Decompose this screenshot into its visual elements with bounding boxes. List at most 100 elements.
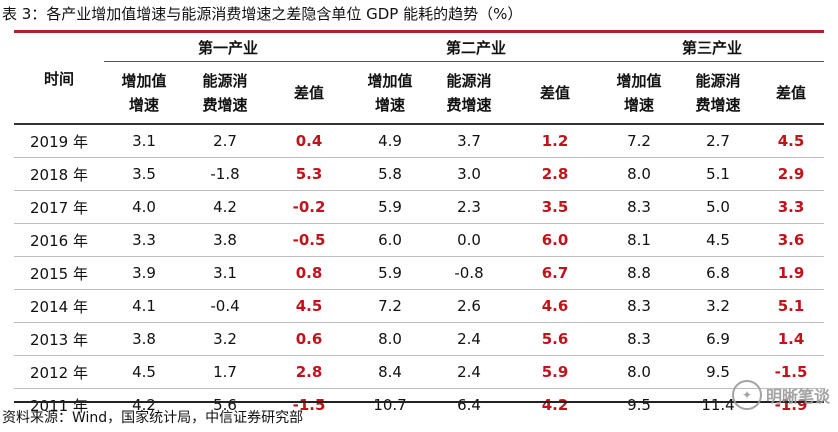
value-cell: 4.0 bbox=[104, 190, 184, 224]
subheader-line: 增加值 bbox=[367, 71, 413, 90]
diff-cell: 6.7 bbox=[510, 256, 601, 290]
diff-cell: 1.9 bbox=[758, 256, 825, 290]
table-row: 2015 年 3.9 3.1 0.8 5.9 -0.8 6.7 8.8 6.8 1.9 bbox=[14, 256, 825, 290]
year-cell: 2013 年 bbox=[14, 322, 104, 356]
value-cell: 4.1 bbox=[104, 289, 184, 323]
table-row: 2019 年 3.1 2.7 0.4 4.9 3.7 1.2 7.2 2.7 4.5 bbox=[14, 124, 825, 158]
value-cell: 5.9 bbox=[352, 256, 429, 290]
subheader-line: 差值 bbox=[540, 83, 571, 102]
value-cell: 8.3 bbox=[600, 322, 679, 356]
table-title: 表 3：各产业增加值增速与能源消费增速之差隐含单位 GDP 能耗的趋势（%） bbox=[2, 5, 523, 23]
value-cell: 3.8 bbox=[104, 322, 184, 356]
diff-cell: 3.6 bbox=[758, 223, 825, 257]
diff-cell: -0.5 bbox=[266, 223, 353, 257]
subheader-line: 费增速 bbox=[202, 95, 248, 114]
value-cell: 4.5 bbox=[104, 355, 184, 389]
subheader-3: 增加值 增速 bbox=[352, 61, 429, 125]
subheader-line: 增速 bbox=[624, 95, 655, 114]
year-cell: 2015 年 bbox=[14, 256, 104, 290]
value-cell: 4.9 bbox=[352, 124, 429, 158]
value-cell: 6.0 bbox=[352, 223, 429, 257]
value-cell: 5.9 bbox=[352, 190, 429, 224]
value-cell: 5.1 bbox=[678, 157, 759, 191]
year-cell: 2016 年 bbox=[14, 223, 104, 257]
watermark: ✦ 明晰笔谈 bbox=[731, 380, 830, 410]
subheader-line: 费增速 bbox=[446, 95, 492, 114]
table-row: 2016 年 3.3 3.8 -0.5 6.0 0.0 6.0 8.1 4.5 3.6 bbox=[14, 223, 825, 257]
diff-cell: 0.6 bbox=[266, 322, 353, 356]
value-cell: 2.3 bbox=[428, 190, 511, 224]
value-cell: 9.5 bbox=[627, 396, 651, 414]
wechat-icon: ✦ bbox=[731, 380, 762, 410]
subheader-5: 差值 bbox=[510, 61, 601, 125]
diff-cell: 0.4 bbox=[266, 124, 353, 158]
value-cell: 6.4 bbox=[457, 396, 481, 414]
diff-cell: -1.9 bbox=[774, 396, 808, 414]
value-cell: 8.3 bbox=[600, 190, 679, 224]
subheader-line: 增加值 bbox=[121, 71, 167, 90]
diff-cell: 5.6 bbox=[510, 322, 601, 356]
value-cell: 5.6 bbox=[213, 396, 237, 414]
diff-cell: 0.8 bbox=[266, 256, 353, 290]
subheader-0: 增加值 增速 bbox=[104, 61, 184, 125]
subheader-6: 增加值 增速 bbox=[600, 61, 679, 125]
group-header-primary: 第一产业 bbox=[104, 33, 353, 62]
value-cell: 8.0 bbox=[352, 322, 429, 356]
diff-cell: 3.3 bbox=[758, 190, 825, 224]
value-cell: -0.8 bbox=[428, 256, 511, 290]
top-rule bbox=[14, 30, 824, 33]
group-header-tertiary: 第三产业 bbox=[600, 33, 825, 62]
value-cell: 4.2 bbox=[132, 396, 156, 414]
diff-cell: 1.2 bbox=[510, 124, 601, 158]
value-cell: 2.4 bbox=[428, 355, 511, 389]
source-note: 资料来源：Wind，国家统计局，中信证券研究部 bbox=[2, 410, 304, 426]
subheader-2: 差值 bbox=[266, 61, 353, 125]
year-cell: 2018 年 bbox=[14, 157, 104, 191]
subheader-line: 能源消 bbox=[446, 71, 492, 90]
value-cell: 3.1 bbox=[184, 256, 266, 290]
value-cell: -0.4 bbox=[184, 289, 266, 323]
diff-cell: -0.2 bbox=[266, 190, 353, 224]
value-cell: -1.8 bbox=[184, 157, 266, 191]
value-cell: 11.4 bbox=[701, 396, 735, 414]
value-cell: 3.9 bbox=[104, 256, 184, 290]
subheader-4: 能源消 费增速 bbox=[428, 61, 511, 125]
year-cell: 2012 年 bbox=[14, 355, 104, 389]
value-cell: 2.6 bbox=[428, 289, 511, 323]
value-cell: 5.8 bbox=[352, 157, 429, 191]
value-cell: 7.2 bbox=[600, 124, 679, 158]
value-cell: 8.8 bbox=[600, 256, 679, 290]
value-cell: 5.0 bbox=[678, 190, 759, 224]
value-cell: 8.3 bbox=[600, 289, 679, 323]
diff-cell: 1.4 bbox=[758, 322, 825, 356]
value-cell: 8.0 bbox=[600, 157, 679, 191]
table-row: 2014 年 4.1 -0.4 4.5 7.2 2.6 4.6 8.3 3.2 5.1 bbox=[14, 289, 825, 323]
diff-cell: 5.9 bbox=[510, 355, 601, 389]
year-cell: 2017 年 bbox=[14, 190, 104, 224]
value-cell: 3.2 bbox=[184, 322, 266, 356]
diff-cell: -1.5 bbox=[758, 355, 825, 389]
subheader-line: 增速 bbox=[375, 95, 406, 114]
value-cell: 3.5 bbox=[104, 157, 184, 191]
value-cell: 4.2 bbox=[184, 190, 266, 224]
data-table: 时间 第一产业 第二产业 第三产业 增加值 增速 能源消 费增速 差值 增加值 增速 能源消费… bbox=[14, 33, 825, 421]
group-header-secondary: 第二产业 bbox=[352, 33, 601, 62]
value-cell: 0.0 bbox=[428, 223, 511, 257]
subheader-line: 能源消 bbox=[202, 71, 248, 90]
value-cell: 8.4 bbox=[352, 355, 429, 389]
diff-cell: -1.5 bbox=[292, 396, 326, 414]
subheader-line: 增加值 bbox=[616, 71, 662, 90]
diff-cell: 4.5 bbox=[266, 289, 353, 323]
table-row: 2013 年 3.8 3.2 0.6 8.0 2.4 5.6 8.3 6.9 1.4 bbox=[14, 322, 825, 356]
bottom-rule bbox=[14, 401, 824, 403]
diff-cell: 3.5 bbox=[510, 190, 601, 224]
value-cell: 8.1 bbox=[600, 223, 679, 257]
watermark-text: 明晰笔谈 bbox=[765, 387, 830, 406]
value-cell: 6.9 bbox=[678, 322, 759, 356]
diff-cell: 6.0 bbox=[510, 223, 601, 257]
diff-cell: 5.3 bbox=[266, 157, 353, 191]
value-cell: 1.7 bbox=[184, 355, 266, 389]
table-row: 2012 年 4.5 1.7 2.8 8.4 2.4 5.9 8.0 9.5 -1.5 bbox=[14, 355, 825, 389]
diff-cell: 4.2 bbox=[541, 396, 569, 414]
value-cell: 3.1 bbox=[104, 124, 184, 158]
